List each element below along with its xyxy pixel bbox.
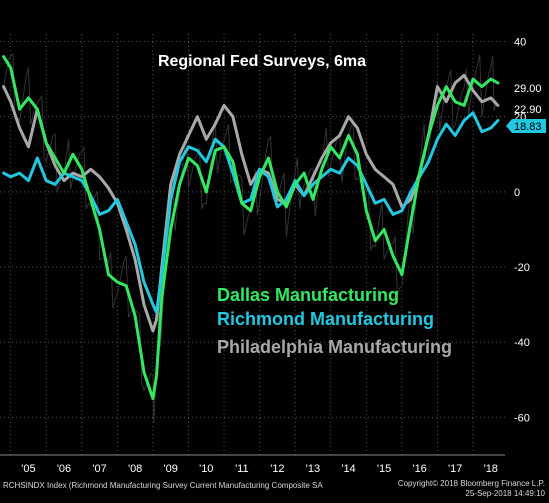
x-tick-label: '09 [164, 463, 178, 475]
x-tick-label: '05 [21, 463, 35, 475]
last-value-labels: 29.00 22.90 18.83 [506, 83, 546, 133]
x-tick-label: '11 [235, 463, 249, 475]
legend: Dallas Manufacturing Richmond Manufacturi… [217, 285, 452, 357]
last-value-label-1: 22.90 [514, 104, 542, 116]
footer: RCHSINDX Index (Richmond Manufacturing S… [0, 478, 549, 503]
source-text: RCHSINDX Index (Richmond Manufacturing S… [3, 481, 323, 490]
y-tick-label: 0 [514, 187, 520, 199]
copyright-text: Copyright© 2018 Bloomberg Finance L.P. [397, 479, 545, 488]
copyright-block: Copyright© 2018 Bloomberg Finance L.P. 2… [398, 479, 545, 499]
raw-data-noise [3, 53, 497, 424]
x-tick-label: '17 [448, 463, 462, 475]
x-tick-label: '13 [306, 463, 320, 475]
last-value-badge [506, 119, 546, 133]
noise-line [3, 53, 497, 424]
x-tick-label: '16 [412, 463, 426, 475]
x-tick-label: '10 [199, 463, 213, 475]
x-tick-label: '12 [270, 463, 284, 475]
y-tick-label: -20 [514, 262, 530, 274]
last-value-label-2: 18.83 [506, 119, 546, 133]
x-axis: '05 '06 '07 '08 '09 '10 '11 '12 '13 '14 '15 '16 '17 '… [0, 454, 505, 475]
last-value-text: 29.00 [514, 83, 542, 95]
y-tick-label: -60 [514, 412, 530, 424]
legend-entry-1: Richmond Manufacturing [217, 309, 434, 329]
y-tick-label: 40 [514, 37, 526, 49]
x-tick-label: '15 [377, 463, 391, 475]
legend-entry-2: Philadelphia Manufacturing [217, 337, 452, 357]
x-tick-label: '14 [341, 463, 355, 475]
last-value-label-0: 29.00 [514, 83, 542, 95]
legend-entry-0: Dallas Manufacturing [217, 285, 399, 305]
timestamp-text: 25-Sep-2018 14:49:10 [465, 489, 545, 498]
y-tick-label: -40 [514, 337, 530, 349]
series-line-0 [2, 55, 500, 401]
chart-title: Regional Fed Surveys, 6ma [158, 53, 366, 70]
x-tick-label: '06 [57, 463, 71, 475]
x-tick-label: '18 [484, 463, 498, 475]
x-tick-label: '08 [128, 463, 142, 475]
series-lines [2, 55, 500, 401]
x-tick-label: '07 [92, 463, 106, 475]
last-value-text: 22.90 [514, 104, 542, 116]
last-value-text: 18.83 [514, 121, 542, 133]
